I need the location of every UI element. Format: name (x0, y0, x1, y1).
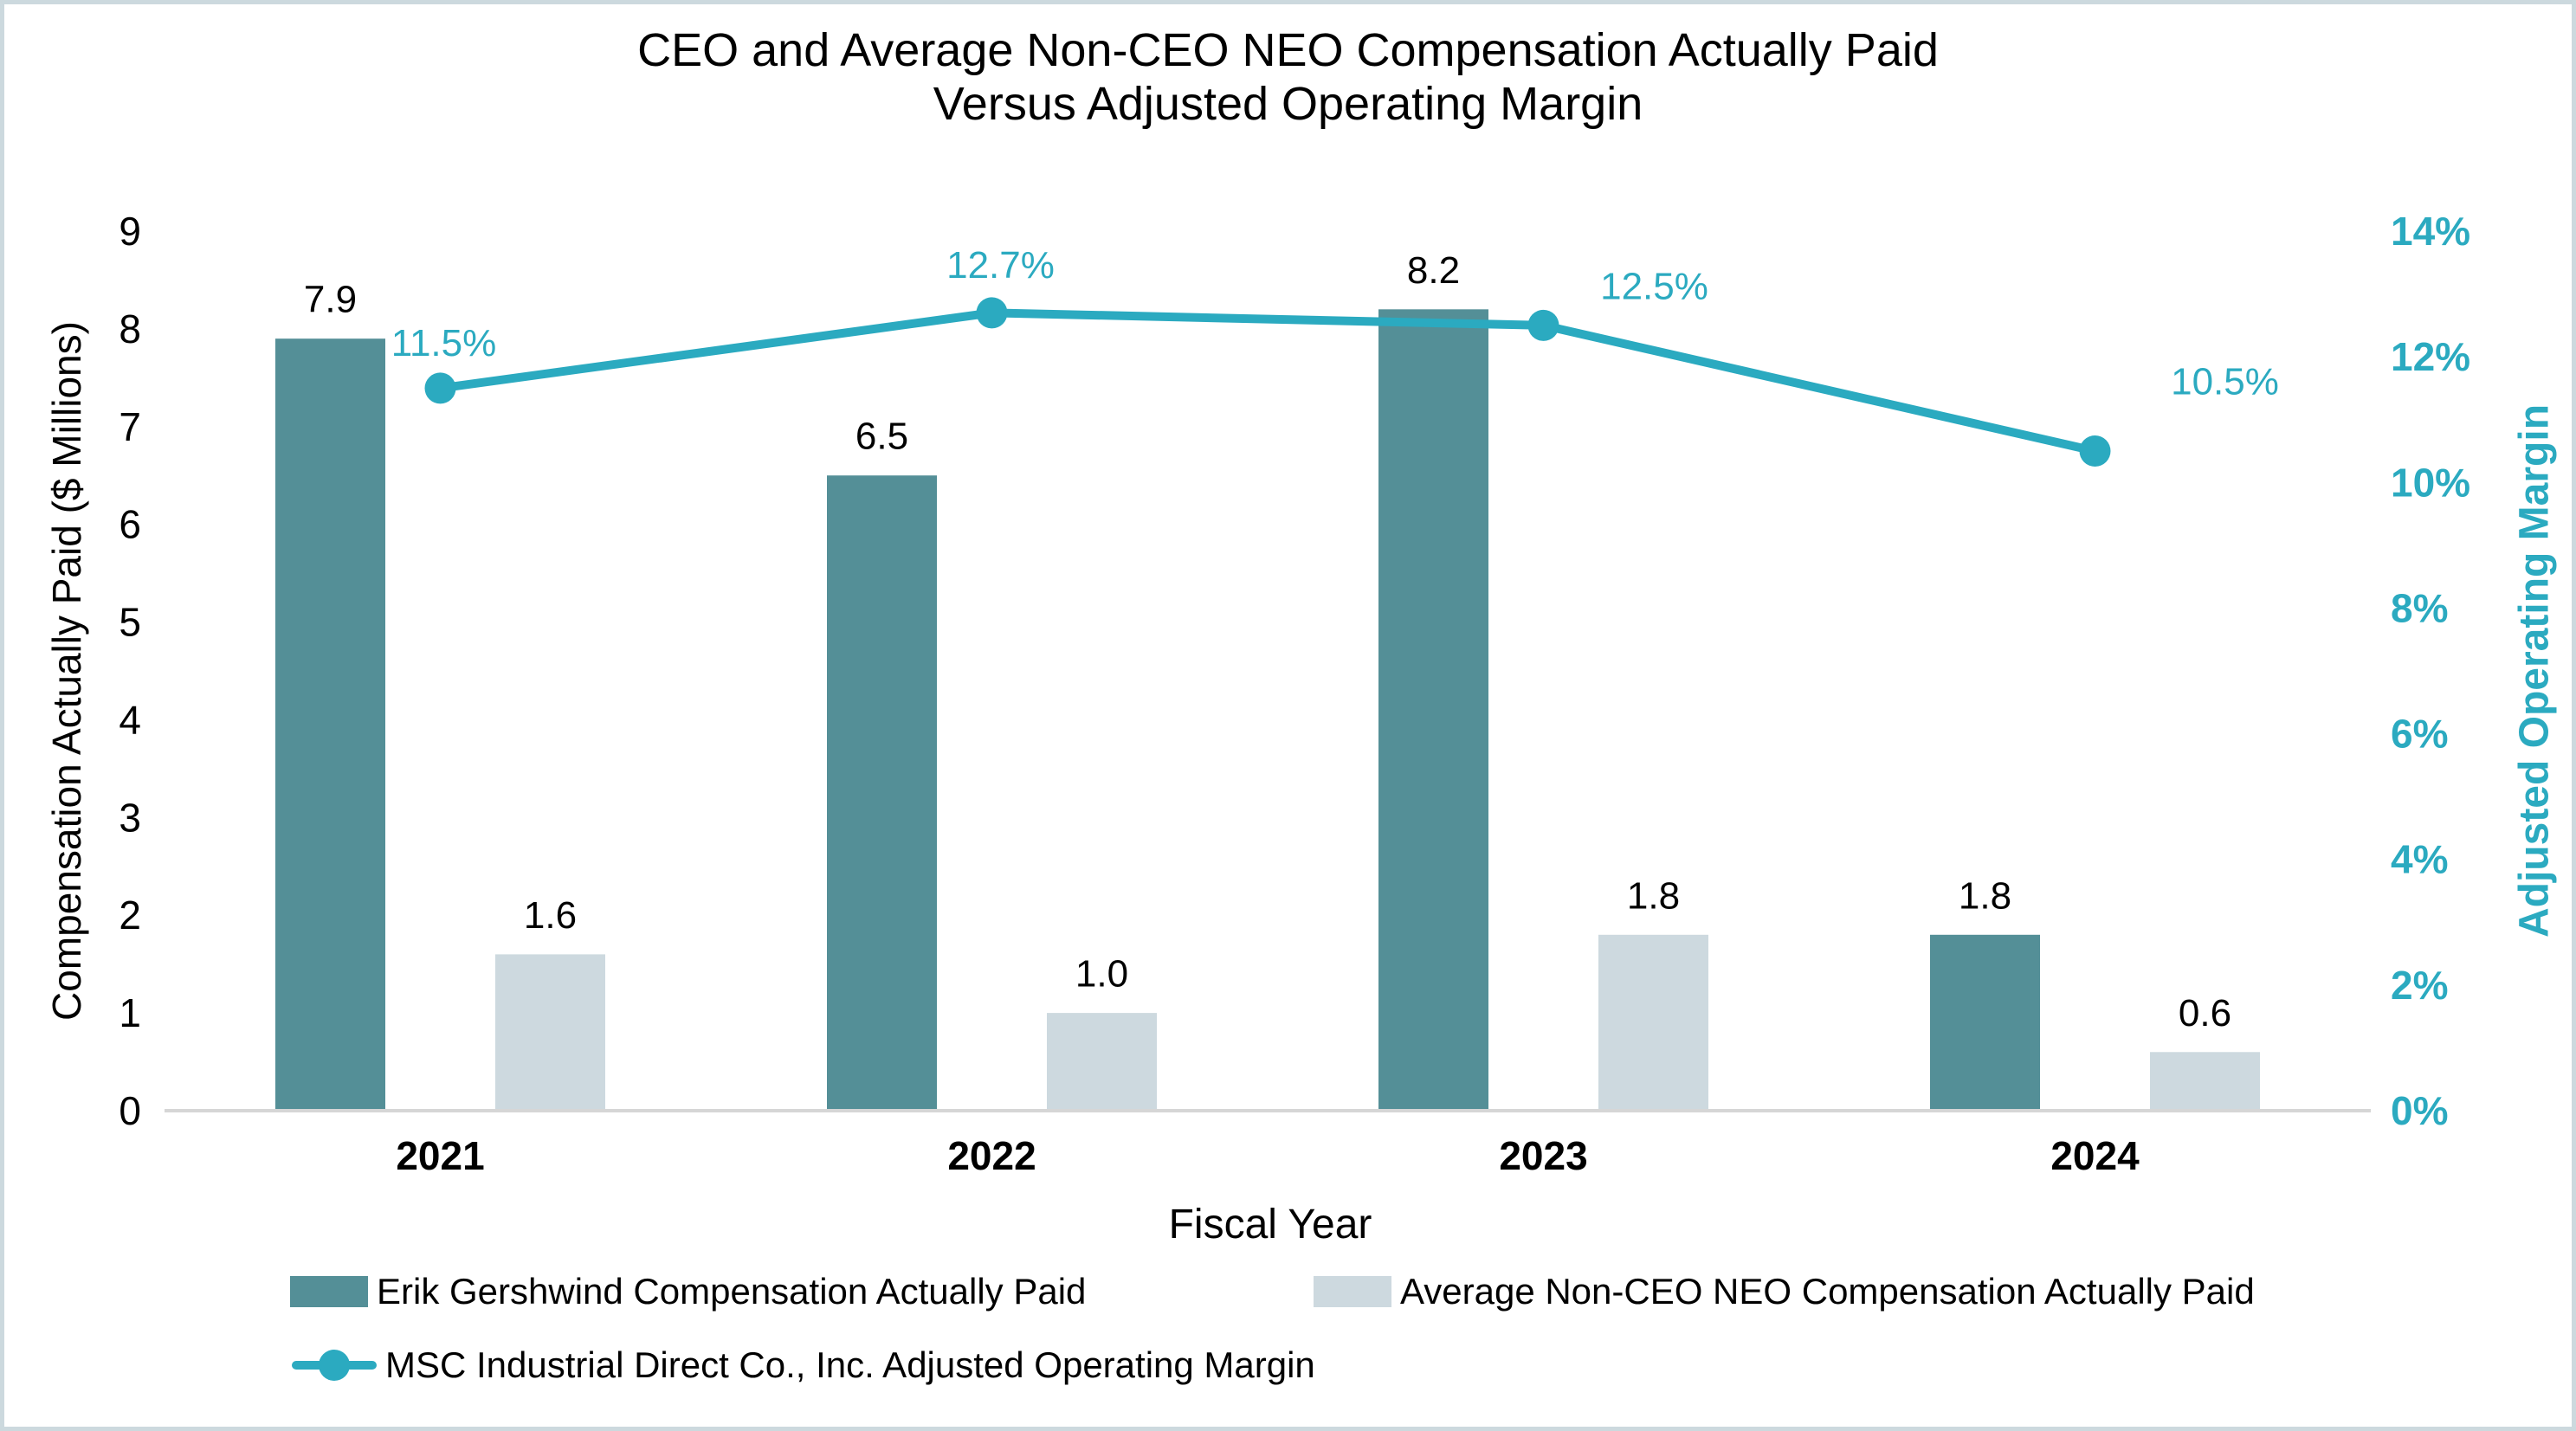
left-axis-tick-label: 4 (119, 697, 141, 742)
right-axis-tick-label: 14% (2391, 209, 2470, 254)
right-axis-tick-label: 0% (2391, 1088, 2448, 1133)
left-axis-tick-label: 6 (119, 502, 141, 547)
bar-ceo-2021 (275, 338, 385, 1112)
legend-entry-ceo-bar: Erik Gershwind Compensation Actually Pai… (290, 1271, 1087, 1312)
right-axis-tick-label: 4% (2391, 837, 2448, 882)
margin-value-label: 12.7% (946, 244, 1055, 287)
right-axis-tick-label: 10% (2391, 460, 2470, 505)
right-axis-tick-label: 12% (2391, 334, 2470, 379)
margin-marker-2021 (424, 372, 456, 404)
legend-label-margin-line: MSC Industrial Direct Co., Inc. Adjusted… (385, 1344, 1315, 1385)
left-axis-tick-label: 8 (119, 306, 141, 351)
legend-swatch-neo-bar (1314, 1276, 1391, 1307)
bar-value-label: 1.8 (1627, 874, 1680, 917)
bar-value-label: 1.6 (524, 894, 577, 937)
bar-value-label: 1.8 (1959, 874, 2011, 917)
margin-marker-2022 (976, 297, 1008, 329)
right-axis-tick-label: 8% (2391, 585, 2448, 630)
left-axis-tick-label: 0 (119, 1088, 141, 1133)
legend-label-neo-bar: Average Non-CEO NEO Compensation Actuall… (1400, 1271, 2255, 1312)
x-tick-label: 2022 (947, 1133, 1036, 1178)
x-tick-label: 2023 (1499, 1133, 1587, 1178)
bar-neo-2022 (1047, 1013, 1157, 1111)
bar-neo-2021 (495, 954, 605, 1111)
bar-ceo-2023 (1378, 309, 1488, 1111)
bar-neo-2023 (1598, 934, 1708, 1111)
left-axis-tick-label: 5 (119, 600, 141, 645)
legend-entry-margin-line: MSC Industrial Direct Co., Inc. Adjusted… (292, 1344, 1315, 1385)
left-axis-title: Compensation Actually Paid ($ Millions) (44, 321, 89, 1021)
bar-value-label: 6.5 (855, 416, 908, 458)
margin-value-label: 10.5% (2171, 361, 2279, 403)
left-axis-tick-label: 2 (119, 893, 141, 938)
x-tick-label: 2021 (396, 1133, 484, 1178)
bar-ceo-2022 (827, 475, 937, 1111)
left-axis-tick-label: 1 (119, 990, 141, 1035)
chart-title-line-1: CEO and Average Non-CEO NEO Compensation… (637, 24, 1939, 76)
right-axis-tick-label: 6% (2391, 712, 2448, 757)
margin-marker-2024 (2079, 435, 2111, 467)
right-axis-title: Adjusted Operating Margin (2511, 403, 2558, 938)
bar-ceo-2024 (1930, 934, 2040, 1111)
legend-swatch-ceo-bar (290, 1276, 368, 1307)
margin-value-label: 11.5% (391, 322, 497, 364)
legend-label-ceo-bar: Erik Gershwind Compensation Actually Pai… (377, 1271, 1087, 1312)
bar-value-label: 8.2 (1407, 249, 1460, 292)
chart-title-line-2: Versus Adjusted Operating Margin (933, 78, 1643, 130)
bar-value-label: 7.9 (304, 279, 357, 321)
bar-value-label: 1.0 (1075, 953, 1128, 996)
x-axis-title: Fiscal Year (1168, 1202, 1372, 1247)
margin-value-label: 12.5% (1600, 265, 1708, 307)
legend-marker-icon (319, 1350, 350, 1381)
left-axis-tick-label: 9 (119, 209, 141, 254)
margin-marker-2023 (1527, 309, 1559, 341)
left-axis-tick-label: 3 (119, 795, 141, 840)
x-tick-label: 2024 (2050, 1133, 2140, 1178)
left-axis-tick-label: 7 (119, 404, 141, 449)
margin-line (436, 308, 2100, 455)
right-axis-tick-label: 2% (2391, 963, 2448, 1008)
legend-entry-neo-bar: Average Non-CEO NEO Compensation Actuall… (1314, 1271, 2255, 1312)
legend-swatch-margin-line (292, 1350, 377, 1381)
bar-value-label: 0.6 (2179, 992, 2231, 1035)
bar-neo-2024 (2150, 1052, 2260, 1111)
plot-area: 0 1 2 3 4 5 6 7 8 9 0% 2% 4% 6% 8% 10% 12% 14% 7.9 6.5 8.2 1.… (119, 209, 2470, 1178)
